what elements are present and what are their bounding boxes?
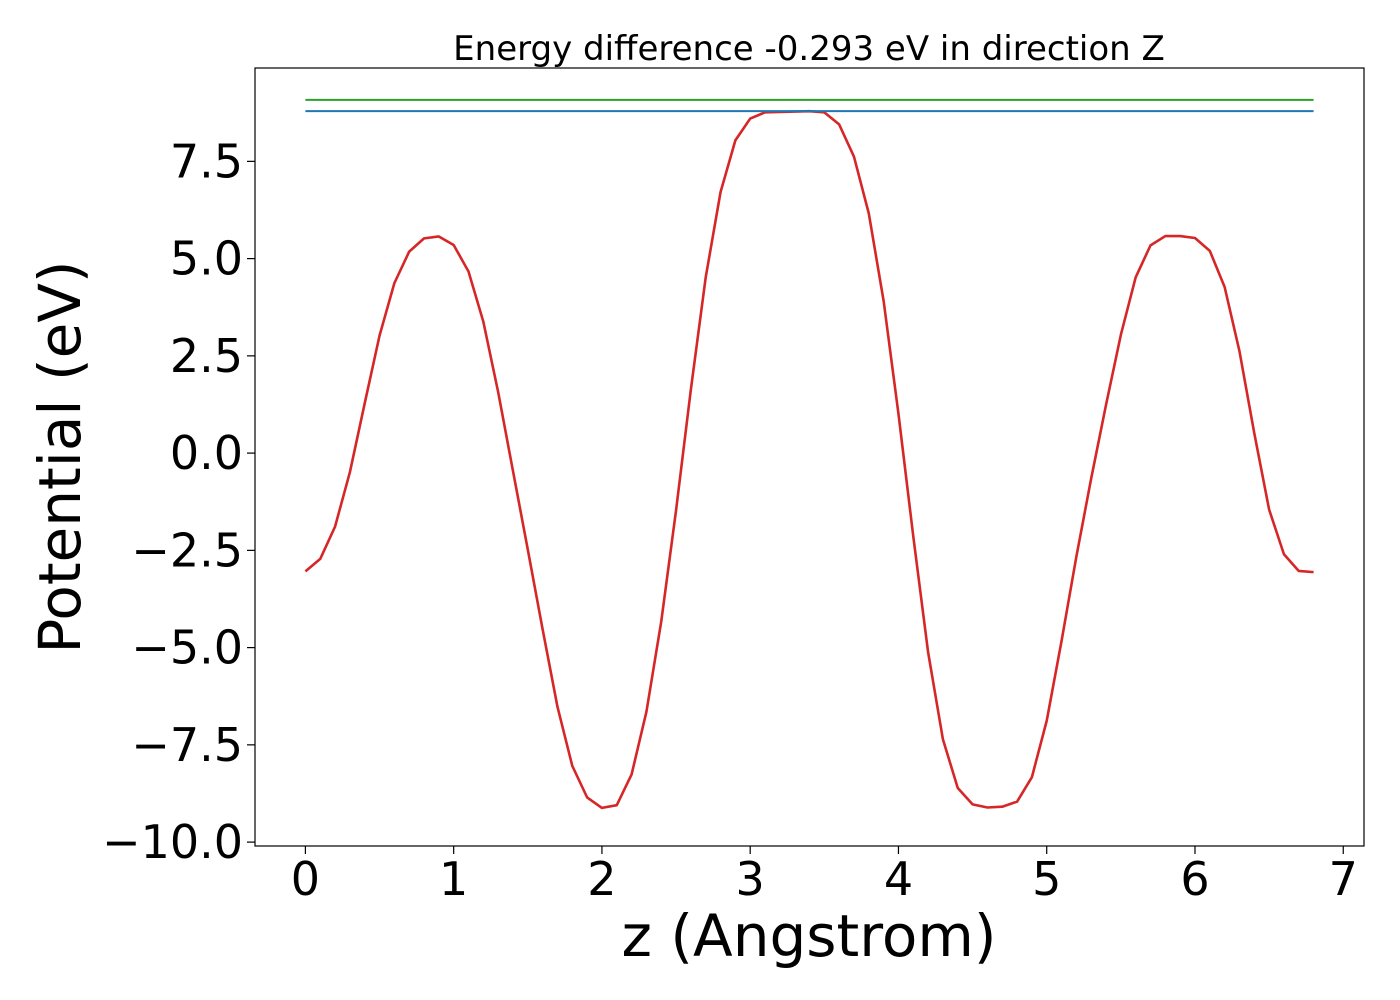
plot-frame <box>254 67 1365 847</box>
y-tick-label: 2.5 <box>170 329 243 383</box>
y-axis-label: Potential (eV) <box>26 260 94 653</box>
y-tick-label: −2.5 <box>131 523 243 577</box>
x-tick-label: 5 <box>1032 852 1061 906</box>
series-layer <box>304 98 1314 810</box>
y-axis-ticks: 7.5 5.0 2.5 0.0 −2.5 −5.0 −7.5 −10.0 <box>102 134 255 869</box>
y-tick-label: 5.0 <box>170 232 243 286</box>
y-tick-label: −5.0 <box>131 621 243 675</box>
x-tick-label: 7 <box>1329 852 1358 906</box>
x-tick-label: 4 <box>884 852 913 906</box>
y-tick-label: −7.5 <box>131 718 243 772</box>
y-tick-label: 0.0 <box>170 426 243 480</box>
chart-title: Energy difference -0.293 eV in direction… <box>453 29 1165 69</box>
y-tick-label: −10.0 <box>102 815 243 869</box>
x-tick-label: 1 <box>439 852 468 906</box>
x-axis-ticks: 0 1 2 3 4 5 6 7 <box>291 846 1358 906</box>
x-tick-label: 6 <box>1180 852 1209 906</box>
x-tick-label: 2 <box>587 852 616 906</box>
x-tick-label: 3 <box>736 852 765 906</box>
x-axis-label: z (Angstrom) <box>622 902 997 970</box>
x-tick-label: 0 <box>291 852 320 906</box>
y-tick-label: 7.5 <box>170 134 243 188</box>
